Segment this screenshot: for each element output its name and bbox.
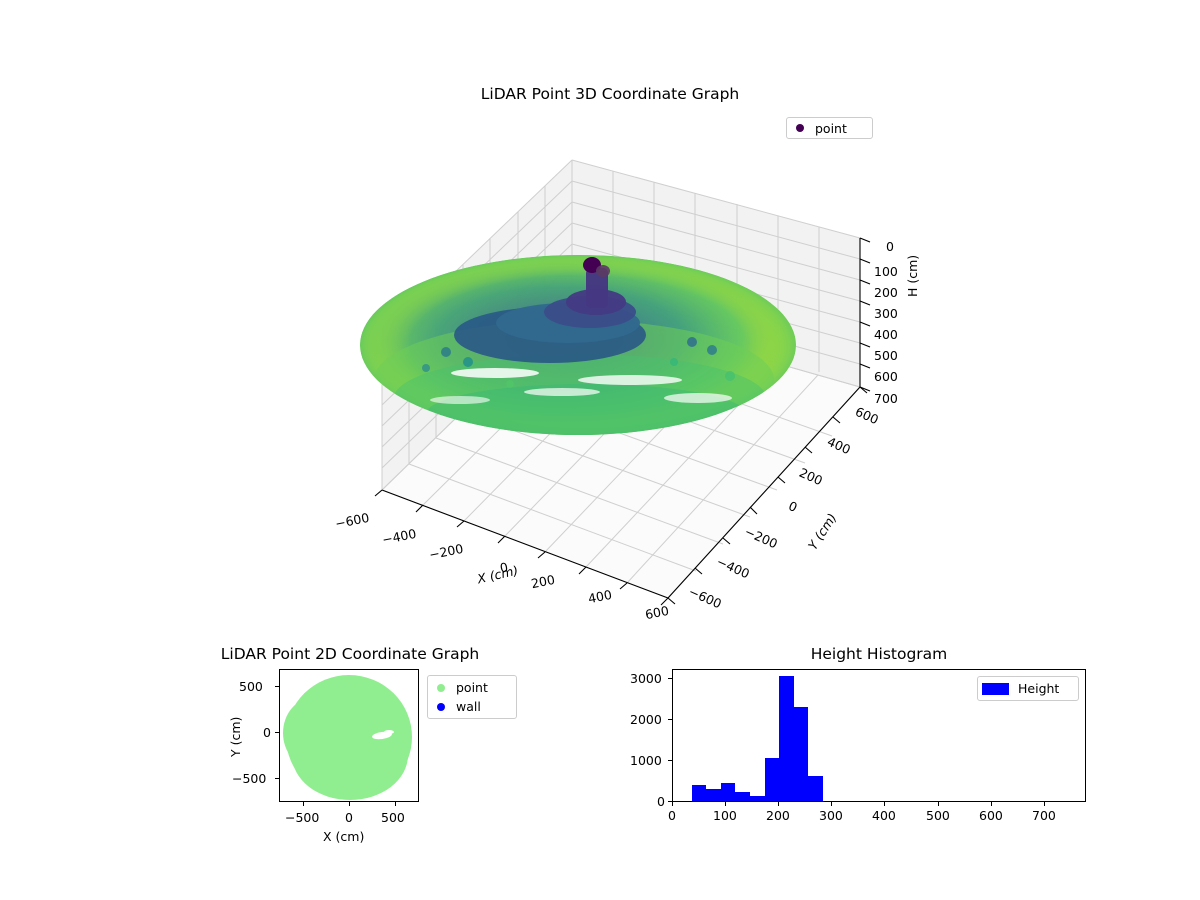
axhist-ytick-2: 2000 [630, 712, 662, 727]
axhist-xtick-0: 0 [668, 808, 676, 823]
ax2d-ytickmark-2 [275, 778, 279, 779]
legend-label-wall-2d: wall [456, 699, 481, 714]
axhist-ytick-0: 0 [657, 794, 665, 809]
lidar-3d-axes[interactable] [300, 130, 920, 630]
legend-entry-height: Height [978, 677, 1078, 700]
ax3d-ztick-7: 700 [874, 391, 898, 406]
hist-bar-5 [764, 758, 780, 801]
axhist-xtick-4: 400 [872, 808, 896, 823]
axhist-ytickmark-3 [668, 678, 672, 679]
legend-label-point: point [815, 120, 847, 136]
axhist-ytickmark-0 [668, 801, 672, 802]
ax3d-ztick-2: 200 [874, 285, 898, 300]
hist-bar-3 [735, 791, 750, 801]
axhist-xtickmark-6 [991, 802, 992, 806]
ax2d-xtickmark-1 [349, 802, 350, 806]
ax3d-ztick-0: 0 [886, 239, 894, 254]
legend-entry-wall-2d: wall [428, 697, 516, 716]
axhist-xtickmark-2 [778, 802, 779, 806]
ax3d-title: LiDAR Point 3D Coordinate Graph [480, 85, 740, 103]
ax2d-legend: point wall [427, 675, 517, 719]
axhist-xtickmark-7 [1044, 802, 1045, 806]
ax2d-title: LiDAR Point 2D Coordinate Graph [220, 645, 480, 663]
hist-bar-8 [808, 775, 823, 801]
ax2d-xlabel: X (cm) [323, 829, 365, 844]
ax3d-zlabel: H (cm) [905, 254, 920, 297]
legend-entry-point: point [787, 118, 872, 138]
axhist-xtick-2: 200 [766, 808, 790, 823]
ax2d-xtick-2: 500 [381, 810, 405, 825]
occlusion-notch-tail [384, 730, 394, 734]
legend-label-point-2d: point [456, 680, 488, 695]
ax3d-ztick-3: 300 [874, 306, 898, 321]
legend-entry-point-2d: point [428, 678, 516, 697]
ax2d-ytick-2: −500 [232, 771, 267, 786]
axes3d-tickmarks [374, 237, 871, 606]
ax2d-ytickmark-0 [275, 686, 279, 687]
ax3d-ztick-5: 500 [874, 348, 898, 363]
ax2d-xtickmark-0 [303, 802, 304, 806]
axhist-xtickmark-0 [672, 802, 673, 806]
ax2d-xtickmark-2 [395, 802, 396, 806]
hist-bar-7 [793, 706, 809, 801]
axhist-xtick-6: 600 [979, 808, 1003, 823]
point-marker-icon [796, 124, 804, 132]
axhist-xtick-3: 300 [819, 808, 843, 823]
wall-marker-icon [437, 702, 445, 711]
ax2d-ytick-0: 500 [239, 679, 263, 694]
ax3d-ztick-4: 400 [874, 327, 898, 342]
hist-bar-6 [779, 676, 794, 801]
point-marker-icon [437, 683, 445, 692]
axhist-xtick-5: 500 [926, 808, 950, 823]
ax2d-xtick-1: 0 [345, 810, 353, 825]
ax3d-ztick-1: 100 [874, 264, 898, 279]
axes3d-spines [381, 238, 861, 599]
axhist-ytickmark-2 [668, 719, 672, 720]
axhist-ytickmark-1 [668, 760, 672, 761]
ax3d-legend: point [786, 117, 873, 139]
lidar-2d-axes[interactable] [279, 669, 419, 802]
axhist-legend: Height [977, 676, 1079, 701]
axhist-ytick-1: 1000 [630, 753, 662, 768]
axhist-xtickmark-4 [884, 802, 885, 806]
legend-label-height: Height [1018, 681, 1060, 696]
ax2d-ytickmark-1 [275, 732, 279, 733]
axhist-xtickmark-3 [831, 802, 832, 806]
ax2d-xtick-0: −500 [285, 810, 320, 825]
axhist-xtickmark-1 [725, 802, 726, 806]
lidar-3d-canvas [360, 159, 871, 606]
hist-bar-2 [720, 783, 736, 801]
ax2d-ylabel: Y (cm) [228, 716, 243, 757]
ax3d-ztick-6: 600 [874, 369, 898, 384]
hist-bar-4 [750, 796, 765, 801]
point-cloud-disc-bulge [283, 698, 343, 768]
hist-bar-1 [706, 788, 721, 801]
lidar-point-cloud [360, 255, 796, 435]
axhist-xtick-1: 100 [713, 808, 737, 823]
axhist-xtick-7: 700 [1032, 808, 1056, 823]
height-patch-icon [982, 682, 1009, 695]
axhist-xtickmark-5 [938, 802, 939, 806]
hist-bar-0 [691, 785, 707, 801]
axhist-title: Height Histogram [810, 645, 948, 663]
ax2d-ytick-1: 0 [263, 725, 271, 740]
axhist-ytick-3: 3000 [630, 671, 662, 686]
